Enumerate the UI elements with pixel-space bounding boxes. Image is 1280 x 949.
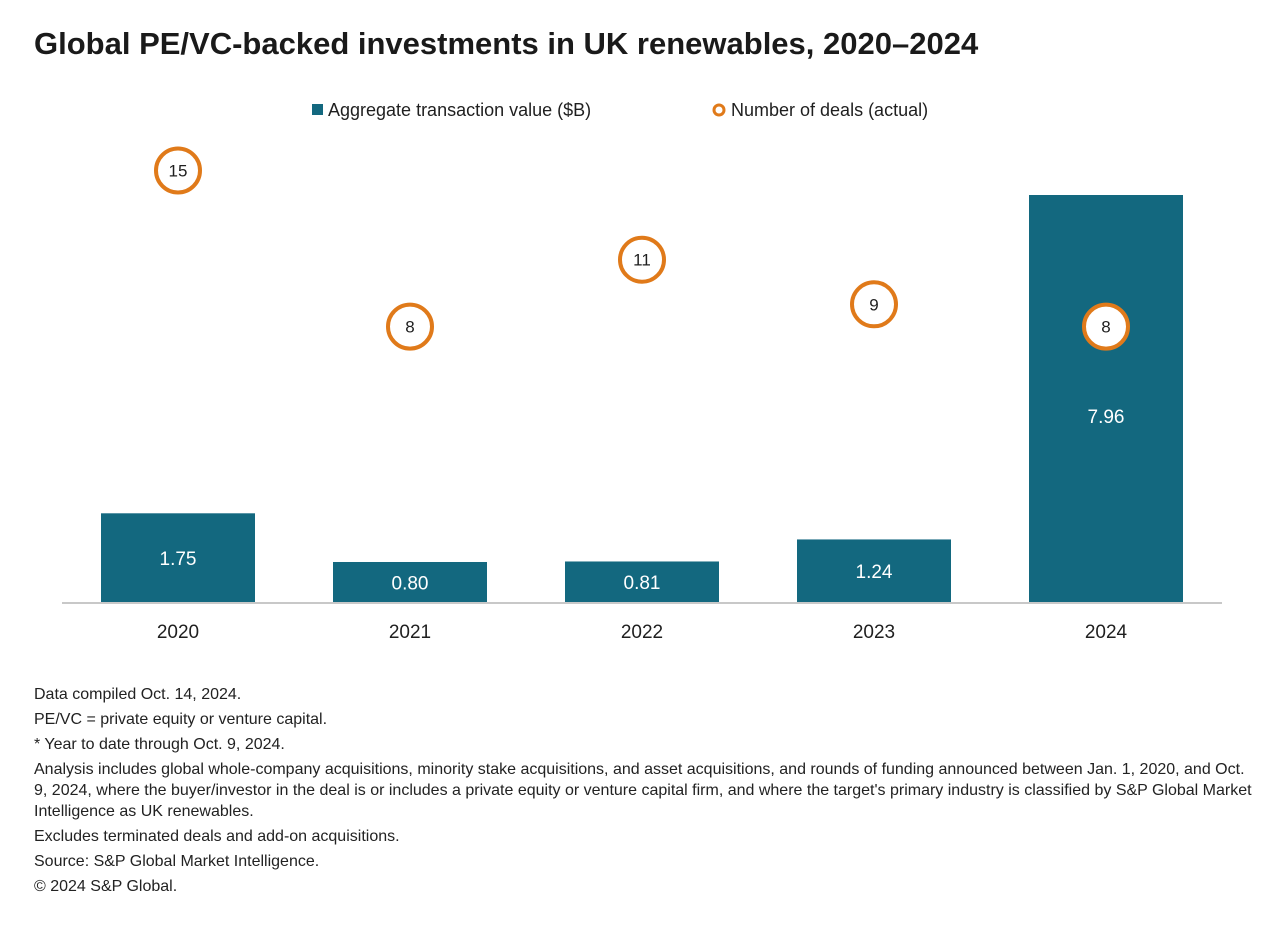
legend-bar-label: Aggregate transaction value ($B): [328, 100, 591, 120]
bar-value-label-2021: 0.80: [392, 573, 429, 594]
deal-count-label-2021: 8: [405, 318, 414, 337]
bar-value-label-2020: 1.75: [160, 549, 197, 570]
bar-series: 1.75 0.80 0.81 1.24 7.96: [101, 195, 1183, 603]
chart: Aggregate transaction value ($B) Number o…: [62, 100, 1222, 643]
note-source: Source: S&P Global Market Intelligence.: [34, 853, 320, 870]
chart-title: Global PE/VC-backed investments in UK re…: [34, 26, 979, 61]
deal-count-label-2024: 8: [1101, 318, 1110, 337]
legend-deals-swatch: [712, 103, 726, 117]
footnotes: Data compiled Oct. 14, 2024. PE/VC = pri…: [34, 684, 1254, 901]
note-copyright: © 2024 S&P Global.: [34, 878, 178, 895]
deal-count-label-2020: 15: [169, 162, 188, 181]
legend-deals-label: Number of deals (actual): [731, 100, 928, 120]
note-definition: PE/VC = private equity or venture capita…: [34, 711, 328, 728]
deal-count-label-2023: 9: [869, 295, 878, 314]
bar-value-label-2024: 7.96: [1088, 407, 1125, 428]
x-tick-label-2022: 2022: [621, 622, 663, 643]
deal-count-series: 15 8 11 9 8: [154, 146, 1130, 351]
deal-count-label-2022: 11: [633, 251, 651, 270]
x-tick-label-2024: 2024: [1085, 622, 1128, 643]
deal-marker-2024: [1082, 302, 1130, 351]
bar-2020: [101, 513, 255, 603]
bar-2024: [1029, 195, 1183, 603]
bar-2021: [333, 561, 487, 603]
note-analysis: Analysis includes global whole-company a…: [34, 761, 1252, 820]
deal-marker-2020: [154, 146, 202, 195]
deal-marker-2023: [850, 280, 898, 329]
bar-value-label-2022: 0.81: [624, 573, 661, 594]
x-axis-ticks: 2020 2021 2022 2023 2024: [157, 622, 1128, 643]
bar-value-label-2023: 1.24: [856, 562, 893, 583]
note-ytd: * Year to date through Oct. 9, 2024.: [34, 736, 285, 753]
legend-bar-swatch: [312, 104, 323, 115]
legend: Aggregate transaction value ($B) Number o…: [312, 100, 928, 120]
bar-2022: [565, 561, 719, 603]
x-tick-label-2023: 2023: [853, 622, 895, 643]
deal-marker-2022: [618, 235, 666, 284]
deal-marker-2021: [386, 302, 434, 351]
x-tick-label-2021: 2021: [389, 622, 431, 643]
note-compiled: Data compiled Oct. 14, 2024.: [34, 686, 242, 703]
bar-2023: [797, 539, 951, 603]
note-excludes: Excludes terminated deals and add-on acq…: [34, 828, 400, 845]
x-tick-label-2020: 2020: [157, 622, 199, 643]
